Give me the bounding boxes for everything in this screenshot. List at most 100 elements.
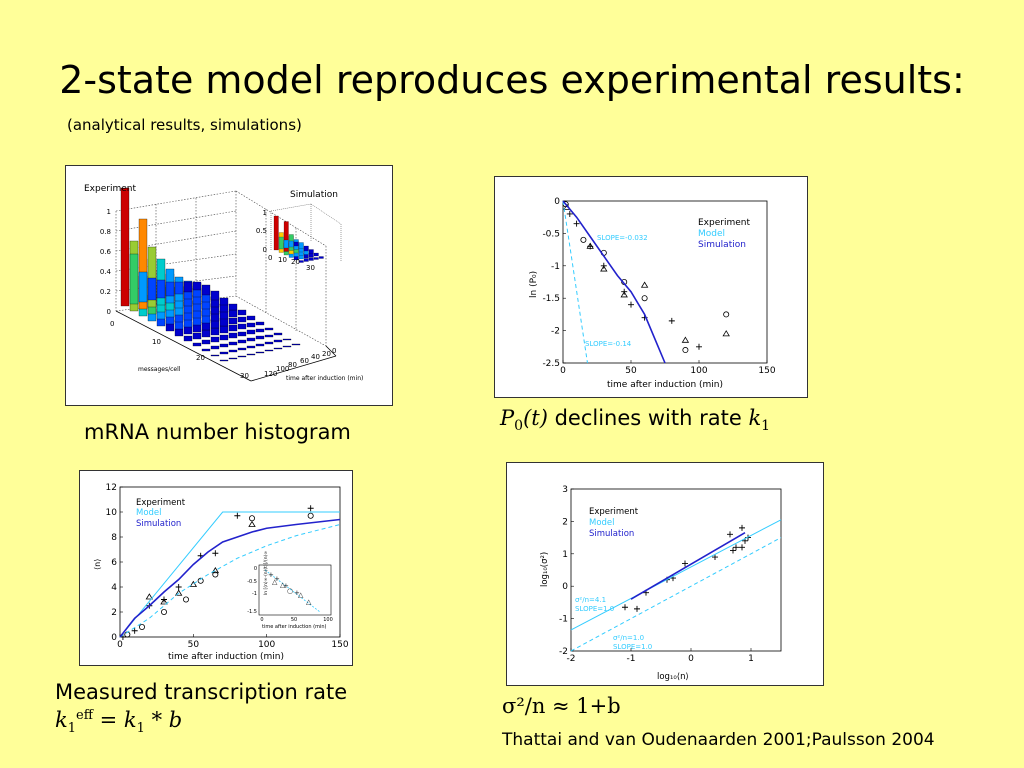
histogram-bar [273,339,283,343]
data-point-circle [682,347,689,354]
p-subscript: 0 [514,418,524,435]
histogram-bar [210,336,220,343]
simulation-bar [298,242,304,249]
x-tick-label: 0 [688,654,694,664]
data-point-circle [723,311,730,318]
histogram-bar [147,277,157,301]
histogram-bar [192,281,202,291]
simulation-bar [293,241,299,247]
y-tick-label: 8 [111,533,117,543]
histogram-bar [183,281,193,293]
histogram-bar [255,335,265,340]
histogram-bar [273,332,283,336]
rate-ylabel: ⟨n⟩ [93,559,102,570]
data-point-circle [580,236,587,243]
y-tick-label: -1 [551,262,560,272]
histogram-bar [165,281,175,297]
histogram-bar [174,281,184,295]
y-tick-label: 1 [562,550,568,560]
data-point-plus [566,210,573,217]
rate-formula: k1eff = k1 * b [55,708,182,736]
legend-simulation: Simulation [698,240,746,250]
data-point-circle [307,512,314,519]
legend-experiment: Experiment [136,498,186,508]
svg-text:△: △ [272,578,278,586]
sim-x-tick: 10 [278,256,287,264]
histogram-bar [282,338,292,341]
rate-caption-line1: Measured transcription rate [55,680,348,704]
sim-z-tick: 0 [263,246,267,254]
z-tick-label: 0 [107,308,111,316]
simulation-bar [283,239,289,249]
histogram-bar [273,347,283,350]
y-tick-label: 3 [562,485,568,495]
simulation-bar [283,221,289,252]
histogram-bar [237,323,247,330]
histogram-bar [219,343,229,348]
svg-text:100: 100 [323,617,333,623]
k-subscript-2: 1 [136,721,145,737]
simulation-line [630,532,746,600]
x-tick-label: 50 [625,366,637,376]
simulation-bar [298,260,304,263]
data-point-triangle [722,330,730,337]
data-point-circle [139,623,146,630]
histogram-bar [264,334,274,338]
svg-text:0: 0 [254,566,257,572]
model-line [119,524,341,638]
x-tick-label: 100 [690,366,707,376]
histogram-bar [156,279,166,299]
sim-x-tick: 20 [291,258,300,266]
data-point-plus [727,531,733,538]
data-point-plus [668,317,675,324]
y-tick-label: -2 [559,647,568,657]
histogram-bar [246,337,256,342]
simulation-line [119,518,341,638]
y-tick-label: 60 [300,357,309,365]
legend-model: Model [589,518,615,528]
data-point-plus [739,544,745,551]
z-tick-label: 0.8 [100,228,111,236]
y-tick-label: 12 [106,483,117,493]
annotation-1-line2: SLOPE=1.0 [575,605,614,613]
simulation-bar [278,236,284,250]
simulation-bar [318,256,324,259]
noise-formula: σ²/n ≈ 1+b [502,694,621,718]
simulation-line [562,200,666,364]
k-symbol: k [748,406,762,430]
histogram-bar [219,297,229,306]
svg-text:-0.5: -0.5 [247,579,257,585]
histogram-bar [237,355,247,358]
rate-inset: + +++ △ △○ △△ 0-0.5-1-1.5 0 50 100 time after… [247,551,333,630]
histogram-bar [237,339,247,344]
noise-xlabel: log₁₀⟨n⟩ [657,672,689,682]
z-tick-label: 1 [107,208,111,216]
simulation-inset: 1 0.5 0 0 10 20 30 [256,203,342,272]
histogram-bar [237,347,247,351]
histogram-bar [246,322,256,328]
data-point-triangle [189,580,198,587]
histogram-bar [228,324,238,332]
data-point-plus [682,560,688,567]
slope-model-label: SLOPE=-0.14 [585,340,632,348]
y-tick-label: 0 [332,347,336,355]
svg-text:+: + [268,571,274,579]
data-point-plus [733,544,739,551]
histogram-bar [138,271,148,303]
histogram-bar [246,345,256,349]
annotation-2-line2: SLOPE=1.0 [613,643,652,651]
histogram-bar [210,327,220,336]
histogram-bar [246,329,256,335]
histogram-bar [219,351,229,355]
histogram-bar [219,359,229,362]
histogram-bar [174,328,184,337]
histogram-bar [237,331,247,337]
sim-x-tick: 30 [306,264,315,272]
y-tick-label: 10 [106,508,118,518]
histogram-bar [264,341,274,345]
noise-ylabel: log₁₀(σ²) [540,552,550,587]
data-point-triangle [600,265,608,272]
histogram-svg: Experiment Simulation 1 0.8 0.6 0.4 0.2 … [84,184,363,382]
histogram-bar [219,334,229,341]
model-line [570,519,782,631]
